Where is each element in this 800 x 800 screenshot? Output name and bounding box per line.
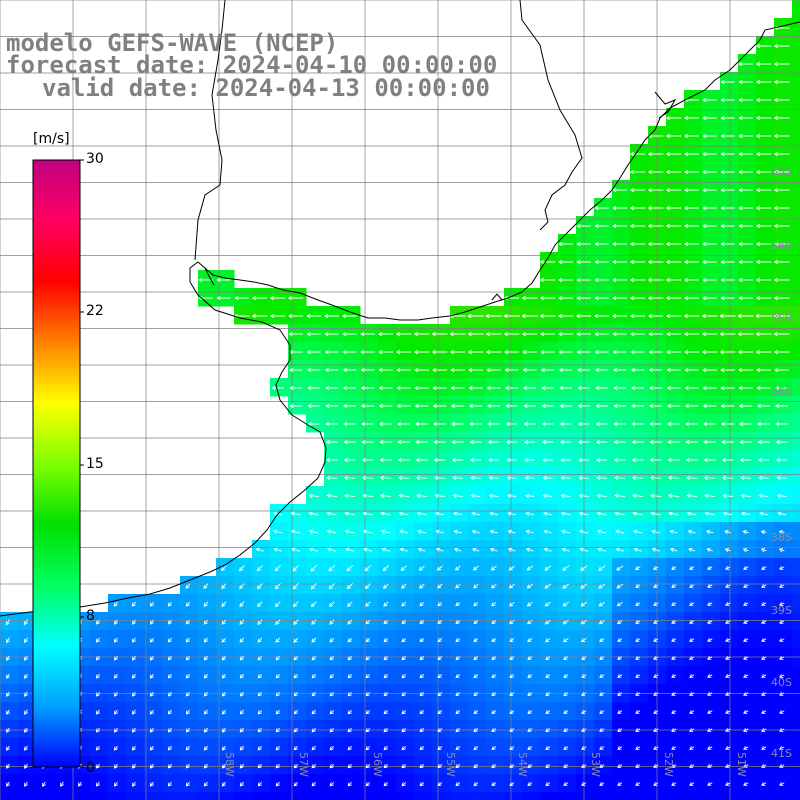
lon-label: 55W: [444, 752, 457, 777]
lat-label: 39S: [771, 604, 792, 617]
lon-label: 51W: [735, 752, 748, 777]
lon-label: 52W: [662, 752, 675, 777]
latitude-labels: 33S 34S 35S 36S 38S 39S 40S 41S: [771, 165, 792, 760]
colorbar-tick-22: 22: [86, 303, 104, 319]
lat-label: 36S: [771, 385, 792, 398]
lat-label: 35S: [771, 312, 792, 325]
title-valid-date: valid date: 2024-04-13 00:00:00: [42, 74, 490, 102]
coastline: [0, 0, 800, 617]
colorbar-unit: [m/s]: [33, 131, 70, 147]
lat-label: 41S: [771, 747, 792, 760]
colorbar-tick-0: 0: [86, 760, 95, 776]
colorbar-tick-30: 30: [86, 151, 104, 167]
longitude-labels: 58W 57W 56W 55W 54W 53W 52W 51W: [223, 752, 748, 777]
lon-label: 57W: [297, 752, 310, 777]
title-forecast-date: forecast date: 2024-04-10 00:00:00: [6, 51, 498, 79]
lat-label: 40S: [771, 676, 792, 689]
lat-label: 33S: [771, 165, 792, 178]
lon-label: 58W: [223, 752, 236, 777]
lon-label: 54W: [516, 752, 529, 777]
colorbar-tick-marks: [80, 159, 84, 768]
colorbar-bar: [32, 159, 81, 768]
lat-label: 38S: [771, 531, 792, 544]
lon-label: 53W: [589, 752, 602, 777]
lon-label: 56W: [371, 752, 384, 777]
title-model: modelo GEFS-WAVE (NCEP): [6, 29, 339, 57]
lat-label: 34S: [771, 239, 792, 252]
colorbar-tick-8: 8: [86, 608, 95, 624]
colorbar-tick-15: 15: [86, 456, 104, 472]
